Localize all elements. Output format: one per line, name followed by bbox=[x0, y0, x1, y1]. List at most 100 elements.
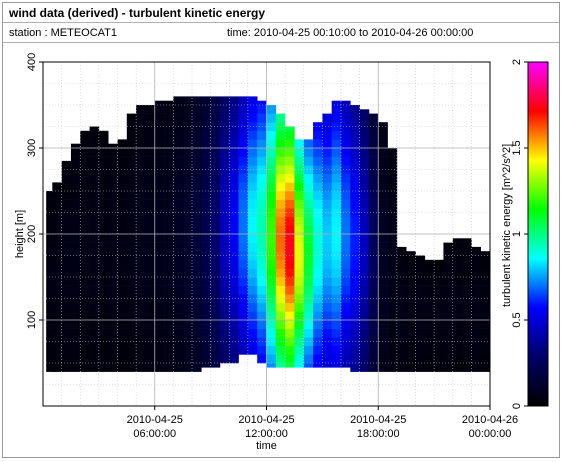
heatmap-cell bbox=[182, 199, 193, 209]
station-label: station : bbox=[9, 27, 48, 39]
heatmap-cell bbox=[359, 216, 370, 226]
heatmap-cell bbox=[182, 148, 193, 157]
heatmap-cell bbox=[201, 345, 211, 355]
heatmap-cell bbox=[415, 345, 426, 355]
heatmap-cell bbox=[219, 130, 230, 140]
heatmap-cell bbox=[61, 320, 72, 329]
heatmap-cell bbox=[219, 122, 230, 132]
heatmap-cell bbox=[387, 294, 398, 304]
heatmap-cell bbox=[229, 148, 239, 157]
heatmap-cell bbox=[313, 251, 323, 261]
heatmap-cell bbox=[322, 294, 332, 304]
heatmap-cell bbox=[480, 345, 491, 355]
heatmap-cell bbox=[201, 165, 211, 175]
heatmap-cell bbox=[80, 199, 90, 209]
heatmap-cell bbox=[238, 122, 249, 132]
heatmap-cell bbox=[61, 294, 72, 304]
heatmap-cell bbox=[229, 345, 239, 355]
heatmap-cell bbox=[229, 242, 239, 252]
heatmap-cell bbox=[117, 277, 128, 286]
heatmap-cell bbox=[182, 225, 193, 235]
heatmap-cell bbox=[396, 285, 407, 295]
heatmap-cell bbox=[331, 113, 342, 123]
heatmap-cell bbox=[219, 148, 230, 157]
heatmap-cell bbox=[462, 268, 472, 278]
heatmap-cell bbox=[247, 113, 258, 123]
heatmap-cell bbox=[164, 294, 174, 304]
heatmap-cell bbox=[238, 105, 249, 114]
heatmap-cell bbox=[275, 277, 286, 286]
heatmap-cell bbox=[164, 363, 174, 372]
heatmap-cell bbox=[154, 354, 165, 364]
heatmap-cell bbox=[46, 234, 56, 243]
heatmap-cell bbox=[126, 337, 137, 347]
heatmap-cell bbox=[219, 311, 230, 321]
heatmap-cell bbox=[368, 113, 379, 123]
heatmap-cell bbox=[294, 328, 305, 338]
heatmap-cell bbox=[285, 191, 295, 200]
heatmap-cell bbox=[154, 302, 165, 312]
heatmap-cell bbox=[219, 113, 230, 123]
heatmap-cell bbox=[480, 285, 491, 295]
heatmap-cell bbox=[378, 191, 388, 200]
heatmap-cell bbox=[368, 302, 379, 312]
heatmap-cell bbox=[462, 238, 472, 243]
heatmap-cell bbox=[434, 337, 444, 347]
heatmap-cell bbox=[359, 173, 370, 183]
heatmap-cell bbox=[229, 139, 239, 149]
heatmap-cell bbox=[117, 294, 128, 304]
heatmap-cell bbox=[154, 268, 165, 278]
heatmap-cell bbox=[154, 148, 165, 157]
heatmap-cell bbox=[285, 216, 295, 226]
heatmap-cell bbox=[359, 109, 370, 114]
heatmap-cell bbox=[313, 354, 323, 364]
heatmap-cell bbox=[313, 259, 323, 269]
heatmap-cell bbox=[471, 363, 481, 372]
heatmap-cell bbox=[154, 199, 165, 209]
heatmap-cell bbox=[61, 302, 72, 312]
heatmap-cell bbox=[80, 148, 90, 157]
heatmap-cell bbox=[257, 208, 267, 218]
heatmap-cell bbox=[471, 311, 481, 321]
heatmap-cell bbox=[434, 277, 444, 286]
heatmap-cell bbox=[210, 345, 221, 355]
heatmap-cell bbox=[359, 259, 370, 269]
heatmap-cell bbox=[182, 285, 193, 295]
heatmap-cell bbox=[145, 363, 156, 372]
heatmap-cell bbox=[126, 156, 137, 166]
heatmap-cell bbox=[126, 139, 137, 149]
heatmap-cell bbox=[238, 216, 249, 226]
heatmap-cell bbox=[247, 122, 258, 132]
heatmap-cell bbox=[303, 208, 314, 218]
heatmap-cell bbox=[471, 246, 481, 252]
heatmap-cell bbox=[378, 363, 388, 372]
heatmap-cell bbox=[238, 182, 249, 192]
heatmap-cell bbox=[98, 173, 109, 183]
time-info: time: 2010-04-25 00:10:00 to 2010-04-26 0… bbox=[227, 27, 473, 39]
heatmap-cell bbox=[89, 130, 100, 140]
heatmap-cell bbox=[219, 216, 230, 226]
heatmap-cell bbox=[145, 105, 156, 114]
y-tick-label: 400 bbox=[26, 53, 38, 71]
heatmap-cell bbox=[443, 354, 454, 364]
heatmap-cell bbox=[415, 328, 426, 338]
heatmap-cell bbox=[275, 302, 286, 312]
heatmap-cell bbox=[396, 259, 407, 269]
heatmap-cell bbox=[145, 208, 156, 218]
heatmap-cell bbox=[164, 225, 174, 235]
heatmap-cell bbox=[415, 285, 426, 295]
heatmap-cell bbox=[275, 345, 286, 355]
heatmap-cell bbox=[173, 191, 183, 200]
heatmap-cell bbox=[313, 208, 323, 218]
heatmap-cell bbox=[192, 311, 202, 321]
heatmap-cell bbox=[117, 156, 128, 166]
heatmap-cell bbox=[238, 268, 249, 278]
heatmap-cell bbox=[303, 285, 314, 295]
heatmap-cell bbox=[136, 259, 146, 269]
heatmap-cell bbox=[350, 363, 360, 372]
heatmap-cell bbox=[126, 199, 137, 209]
heatmap-cell bbox=[89, 320, 100, 329]
heatmap-cell bbox=[350, 182, 360, 192]
heatmap-cell bbox=[126, 208, 137, 218]
heatmap-cell bbox=[434, 268, 444, 278]
